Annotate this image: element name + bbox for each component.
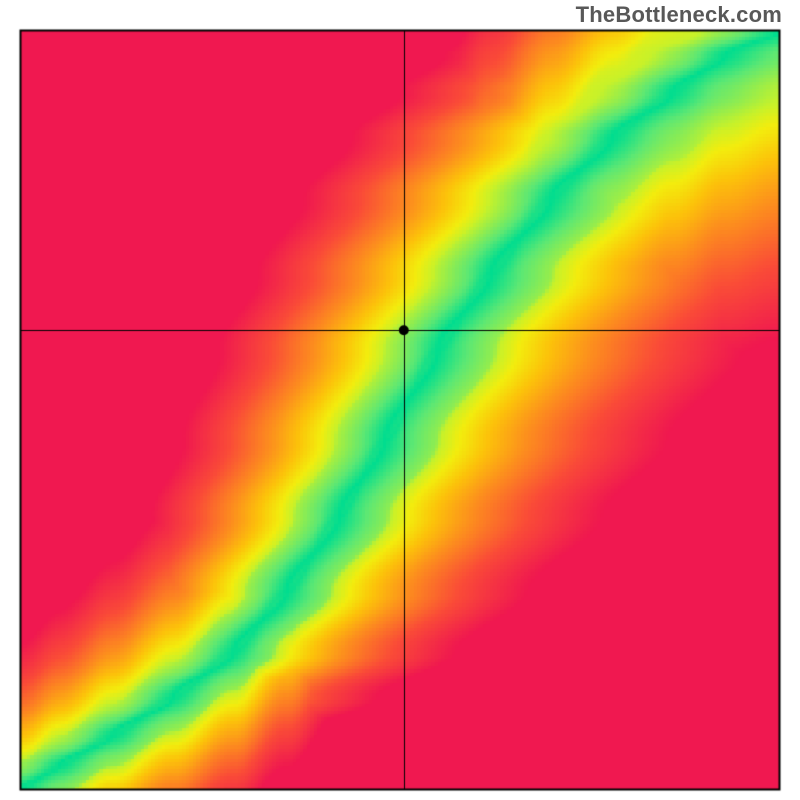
chart-container: TheBottleneck.com — [0, 0, 800, 800]
heatmap-canvas — [0, 0, 800, 800]
watermark-label: TheBottleneck.com — [576, 2, 782, 28]
